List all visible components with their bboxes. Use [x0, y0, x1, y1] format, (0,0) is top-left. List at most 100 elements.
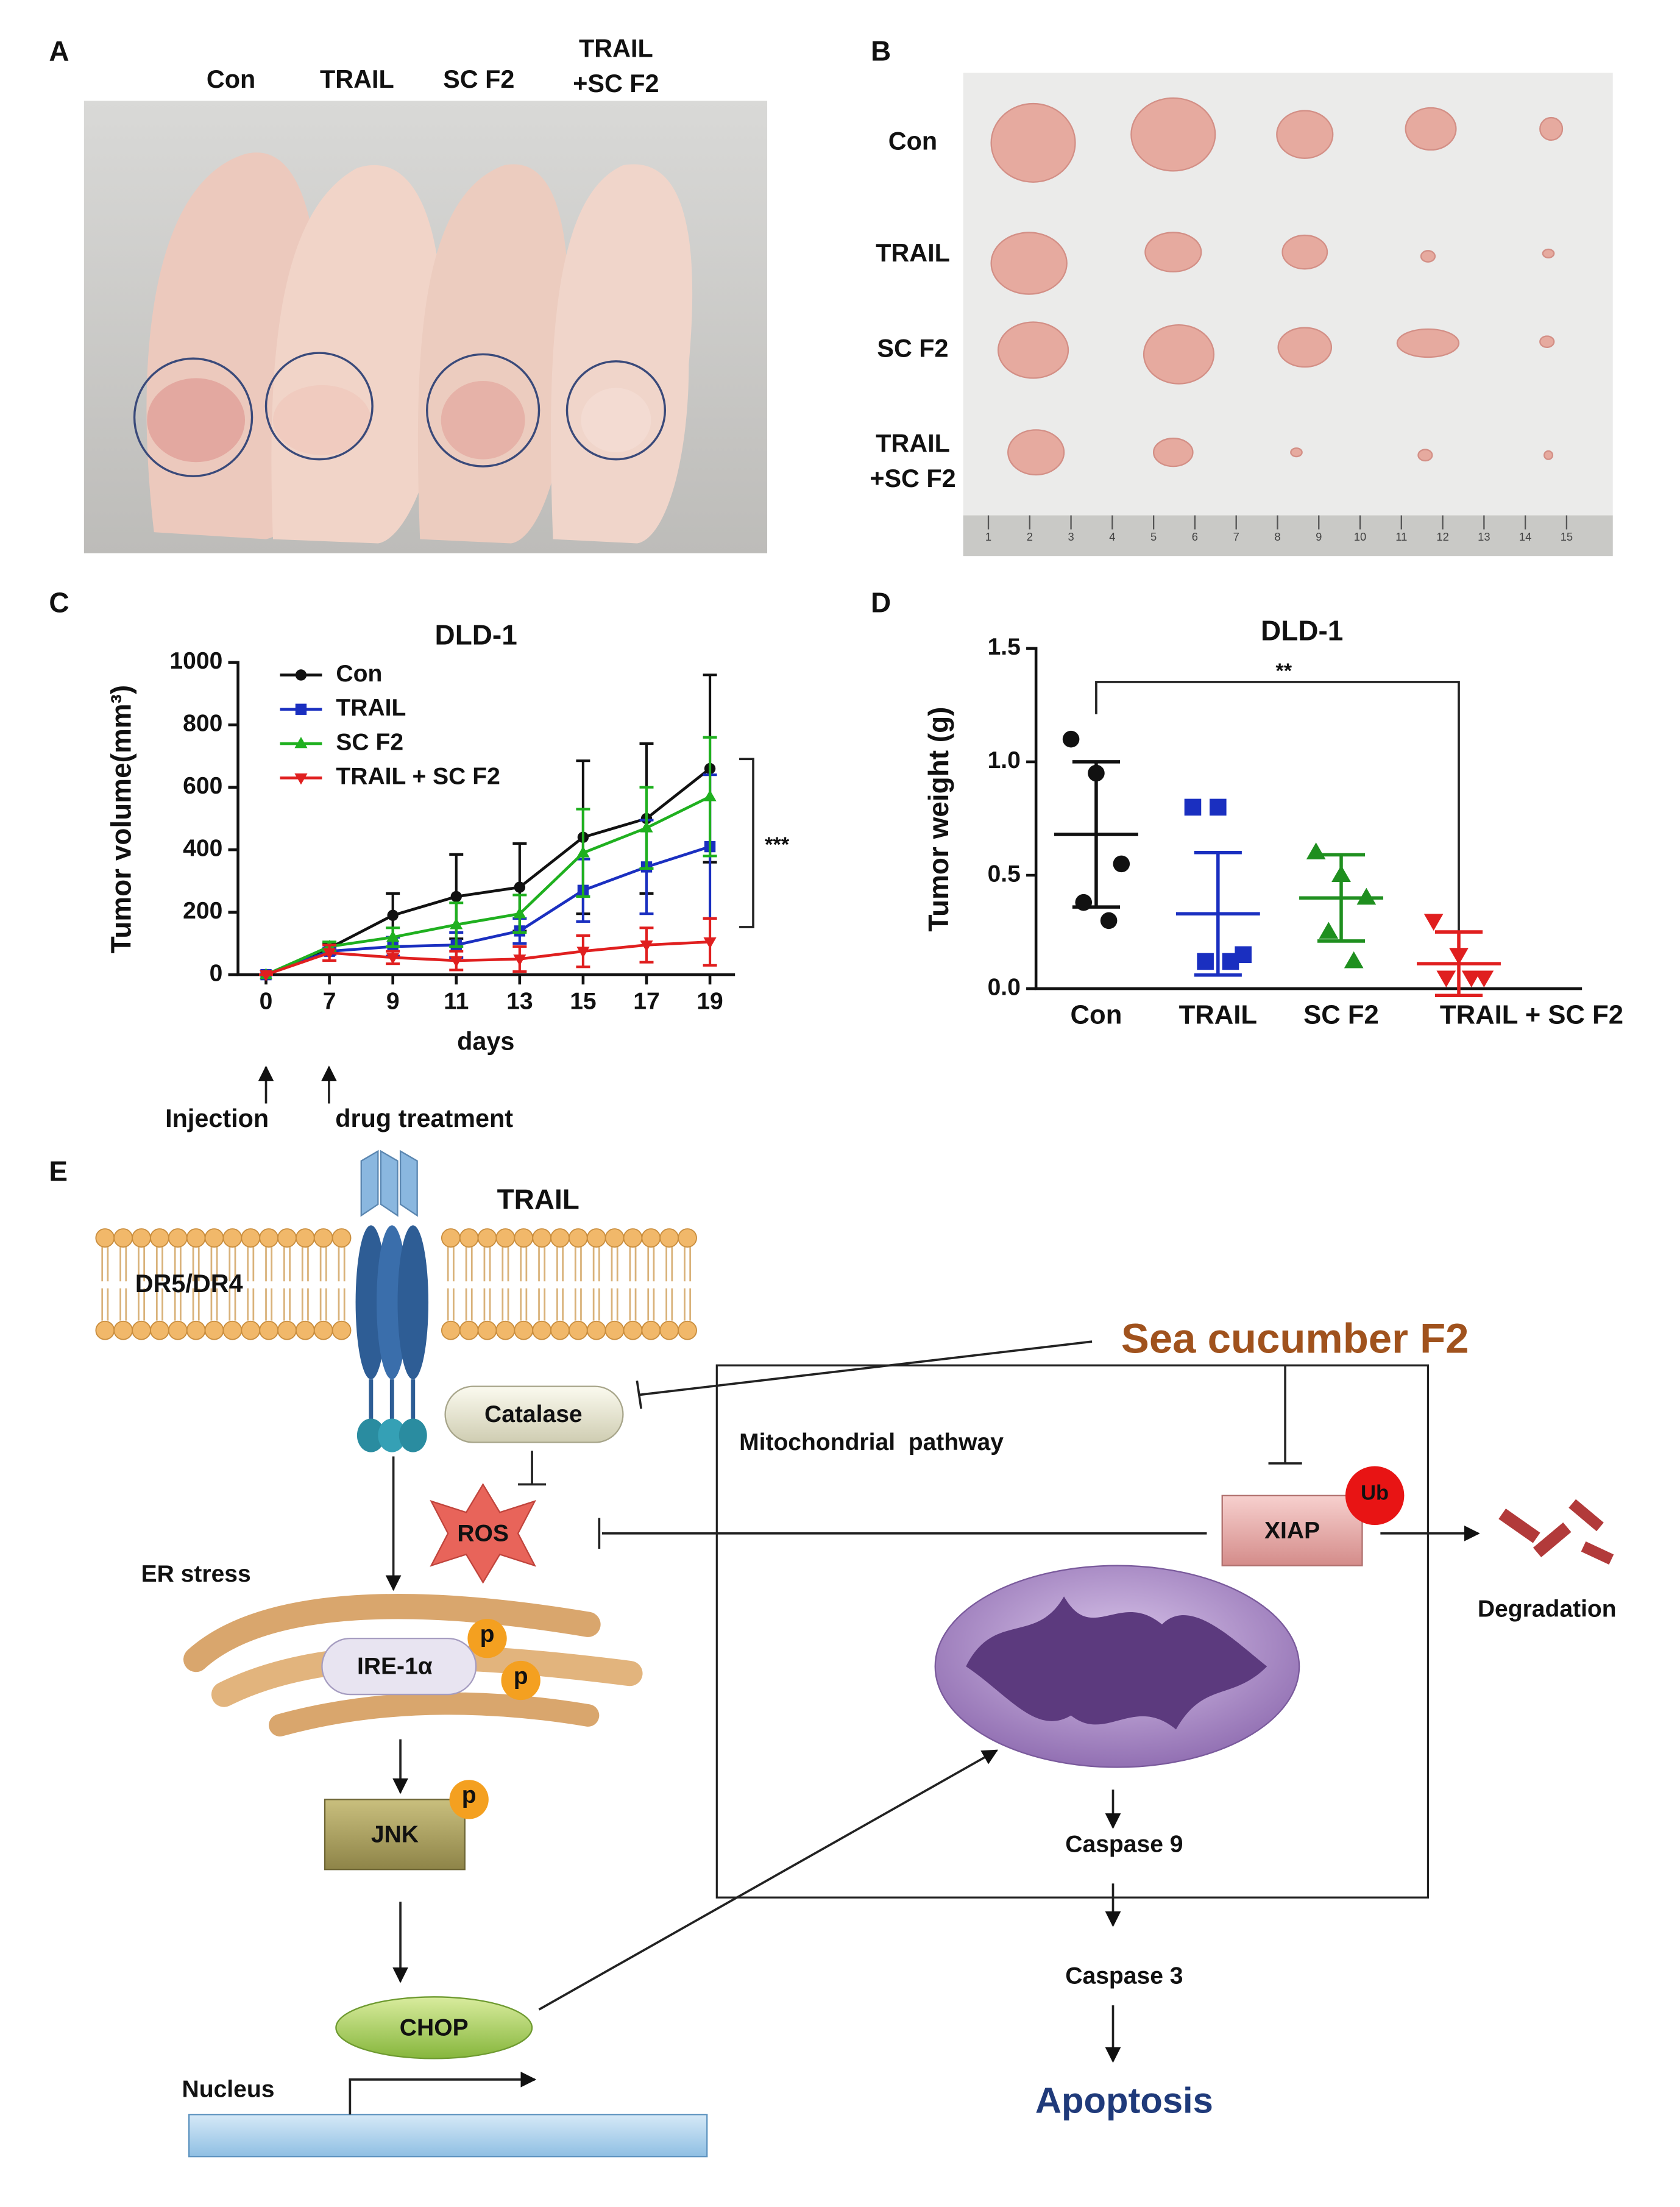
lipid-head	[495, 1228, 516, 1248]
annotation: ***	[765, 833, 790, 856]
lipid-tail	[483, 1246, 491, 1321]
lipid-tail	[119, 1246, 127, 1321]
ruler-label: 3	[1068, 530, 1074, 543]
lipid-head	[331, 1228, 352, 1248]
lipid-head	[550, 1228, 570, 1248]
y-tick-label: 200	[183, 898, 222, 924]
marker	[1356, 887, 1377, 905]
y-tick-label: 600	[183, 773, 222, 799]
marker	[703, 937, 717, 949]
label: p	[462, 1782, 477, 1808]
x-axis-label: days	[457, 1028, 514, 1056]
group-label: TRAIL	[579, 35, 653, 63]
lipid-tail	[192, 1246, 200, 1321]
marker	[1075, 894, 1093, 911]
lipid-head	[204, 1228, 224, 1248]
marker	[1436, 970, 1456, 988]
marker	[1306, 842, 1326, 859]
lipid-head	[168, 1320, 188, 1340]
lipid-head	[95, 1320, 115, 1340]
label: CHOP	[400, 2014, 469, 2041]
marker	[1088, 764, 1105, 782]
marker	[1210, 798, 1227, 816]
label: Nucleus	[182, 2077, 275, 2103]
marker	[703, 790, 717, 801]
lipid-head	[569, 1320, 588, 1340]
label: ER stress	[141, 1561, 251, 1587]
lipid-tail	[665, 1246, 673, 1321]
lipid-tail	[229, 1246, 236, 1321]
label: Catalase	[484, 1401, 583, 1427]
lipid-head	[296, 1320, 315, 1340]
lipid-tail	[538, 1246, 546, 1321]
marker	[513, 907, 526, 919]
lipid-head	[532, 1228, 551, 1248]
lipid-tail	[101, 1246, 109, 1321]
group-label: +SC F2	[573, 69, 659, 98]
lipid-head	[623, 1228, 643, 1248]
label: Degradation	[1478, 1596, 1617, 1622]
y-tick-label: 1.5	[988, 634, 1021, 660]
lipid-head	[331, 1320, 352, 1340]
lipid-tail	[465, 1246, 473, 1321]
lipid-head	[678, 1320, 697, 1340]
lipid-tail	[684, 1246, 692, 1321]
lipid-head	[95, 1228, 115, 1248]
lipid-tail	[155, 1246, 163, 1321]
lipid-head	[604, 1320, 625, 1340]
lipid-head	[150, 1320, 169, 1340]
marker	[640, 821, 653, 833]
lipid-head	[495, 1320, 516, 1340]
marker	[576, 846, 590, 858]
lipid-head	[313, 1228, 333, 1248]
ruler-label: 7	[1233, 530, 1239, 543]
lipid-head	[604, 1228, 625, 1248]
lipid-head	[259, 1228, 278, 1248]
receptor	[355, 1150, 429, 1452]
label: IRE-1α	[357, 1654, 433, 1680]
lipid-tail	[556, 1246, 564, 1321]
marker	[450, 956, 463, 968]
ruler-label: 13	[1478, 530, 1490, 543]
lipid-tail	[629, 1246, 637, 1321]
marker	[1184, 798, 1202, 816]
x-tick-label: SC F2	[1303, 1000, 1379, 1030]
marker	[640, 940, 653, 952]
lipid-head	[514, 1228, 534, 1248]
ruler-label: 15	[1561, 530, 1573, 543]
lipid-head	[150, 1228, 169, 1248]
label: Caspase 9	[1065, 1831, 1183, 1857]
y-tick-label: 1000	[169, 648, 222, 674]
lipid-head	[241, 1228, 261, 1248]
lipid-head	[477, 1320, 497, 1340]
marker	[514, 881, 526, 893]
marker	[387, 909, 399, 921]
legend-label: SC F2	[336, 729, 403, 755]
lipid-tail	[592, 1246, 600, 1321]
ruler-label: 9	[1316, 530, 1322, 543]
y-tick-label: 800	[183, 711, 222, 737]
lipid-head	[641, 1228, 661, 1248]
label: p	[480, 1621, 495, 1647]
x-tick-label: TRAIL + SC F2	[1440, 1000, 1623, 1030]
ruler-label: 14	[1519, 530, 1531, 543]
x-tick-label: Con	[1071, 1000, 1122, 1030]
lipid-head	[441, 1320, 461, 1340]
lipid-head	[113, 1228, 133, 1248]
label: XIAP	[1264, 1518, 1320, 1544]
y-tick-label: 0.5	[988, 861, 1021, 887]
label: Apoptosis	[1035, 2080, 1213, 2121]
photo-a	[83, 101, 768, 553]
panel-letter: A	[49, 35, 69, 67]
group-label: +SC F2	[870, 464, 955, 492]
lipid-tail	[247, 1246, 255, 1321]
lipid-head	[222, 1320, 243, 1340]
marker	[295, 669, 307, 681]
marker	[295, 703, 307, 715]
x-tick-label: 7	[323, 988, 336, 1014]
marker	[1100, 912, 1118, 929]
marker	[386, 953, 400, 964]
lipid-head	[113, 1320, 133, 1340]
marker	[1461, 970, 1481, 988]
lipid-head	[514, 1320, 534, 1340]
